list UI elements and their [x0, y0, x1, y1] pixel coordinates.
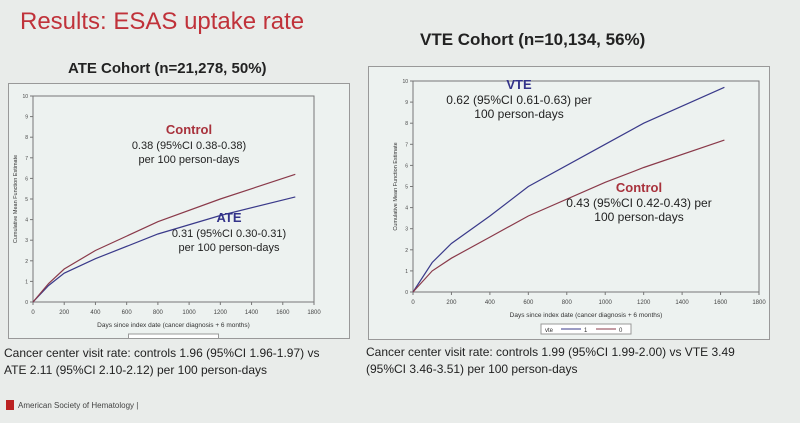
y-tick-label: 2	[405, 248, 408, 254]
y-tick-label: 3	[405, 227, 408, 233]
x-tick-label: 1200	[637, 300, 651, 306]
y-tick-label: 1	[405, 269, 408, 275]
annotation-label: ATE	[216, 210, 241, 225]
ate-chart: 0 200 400 600 800 1000 1200 1400 1600 1800 0 1 2 3 4 5 6…	[13, 94, 321, 345]
y-tick-label: 8	[405, 121, 408, 127]
y-tick-label: 6	[405, 163, 408, 169]
annotation-text: 100 person-days	[474, 107, 563, 121]
y-tick-label: 4	[405, 206, 408, 212]
y-axis-label: Cumulative Mean Function Estimate	[13, 155, 19, 243]
vte-note: Cancer center visit rate: controls 1.99 …	[366, 345, 735, 376]
x-tick-label: 1000	[182, 310, 196, 316]
y-tick-label: 10	[22, 94, 28, 100]
y-tick-label: 2	[25, 259, 28, 265]
annotation-label: Control	[616, 180, 662, 195]
legend-box	[540, 323, 632, 335]
annotation-text: per 100 person-days	[139, 154, 240, 166]
annotation-label: VTE	[506, 77, 532, 92]
x-tick-label: 200	[446, 300, 457, 306]
x-tick-label: 1800	[307, 310, 321, 316]
x-axis-label: Days since index date (cancer diagnosis …	[510, 312, 663, 319]
x-tick-label: 200	[59, 310, 70, 316]
x-tick-label: 800	[153, 310, 164, 316]
series-line-1	[32, 196, 296, 303]
x-tick-label: 400	[485, 300, 496, 306]
slide-title: Results: ESAS uptake rate	[20, 8, 305, 35]
vte-chart-title: VTE Cohort (n=10,134, 56%)	[420, 30, 646, 49]
legend-entry: 1	[584, 328, 588, 334]
y-tick-label: 8	[25, 135, 28, 141]
legend-title: vte	[545, 328, 554, 334]
legend-entry: 0	[619, 328, 623, 334]
x-axis-label: Days since index date (cancer diagnosis …	[97, 322, 250, 329]
x-tick-label: 1600	[276, 310, 290, 316]
y-tick-label: 9	[25, 115, 28, 121]
y-tick-label: 1	[25, 279, 28, 285]
x-tick-label: 0	[411, 300, 415, 306]
y-tick-label: 4	[25, 218, 28, 224]
x-tick-label: 1000	[599, 300, 613, 306]
x-tick-label: 600	[122, 310, 133, 316]
footer: American Society of Hematology |	[18, 401, 139, 410]
y-axis-label: Cumulative Mean Function Estimate	[393, 142, 399, 230]
y-tick-label: 5	[405, 185, 408, 191]
y-tick-label: 7	[405, 142, 408, 148]
x-tick-label: 1800	[752, 300, 766, 306]
y-tick-label: 7	[25, 156, 28, 162]
annotation-text: 0.31 (95%CI 0.30-0.31)	[172, 228, 286, 240]
ate-note: Cancer center visit rate: controls 1.96 …	[4, 346, 320, 377]
annotation-text: per 100 person-days	[179, 242, 280, 254]
x-tick-label: 1600	[714, 300, 728, 306]
vte-chart: 0 200 400 600 800 1000 1200 1400 1600 1800 0 1 2 3 4 5 6…	[393, 77, 766, 335]
y-tick-label: 0	[405, 290, 408, 296]
series-line-0	[32, 173, 296, 303]
annotation-label: Control	[166, 122, 212, 137]
ash-logo	[6, 400, 14, 410]
annotation-text: 100 person-days	[594, 210, 683, 224]
x-tick-label: 1400	[245, 310, 259, 316]
x-tick-label: 1400	[675, 300, 689, 306]
y-tick-label: 9	[405, 100, 408, 106]
series-line-0	[412, 139, 725, 293]
y-tick-label: 10	[402, 79, 408, 85]
annotation-text: 0.43 (95%CI 0.42-0.43) per	[566, 196, 711, 210]
plot-frame	[412, 80, 760, 293]
annotation-text: 0.38 (95%CI 0.38-0.38)	[132, 140, 246, 152]
x-tick-label: 400	[90, 310, 101, 316]
annotation-text: 0.62 (95%CI 0.61-0.63) per	[446, 93, 591, 107]
series-line-1	[412, 86, 725, 293]
x-tick-label: 1200	[214, 310, 228, 316]
y-tick-label: 0	[25, 300, 28, 306]
y-tick-label: 3	[25, 238, 28, 244]
x-tick-label: 0	[31, 310, 35, 316]
y-tick-label: 5	[25, 197, 28, 203]
ate-chart-title: ATE Cohort (n=21,278, 50%)	[68, 60, 267, 77]
y-tick-label: 6	[25, 176, 28, 182]
x-tick-label: 800	[562, 300, 573, 306]
x-tick-label: 600	[523, 300, 534, 306]
